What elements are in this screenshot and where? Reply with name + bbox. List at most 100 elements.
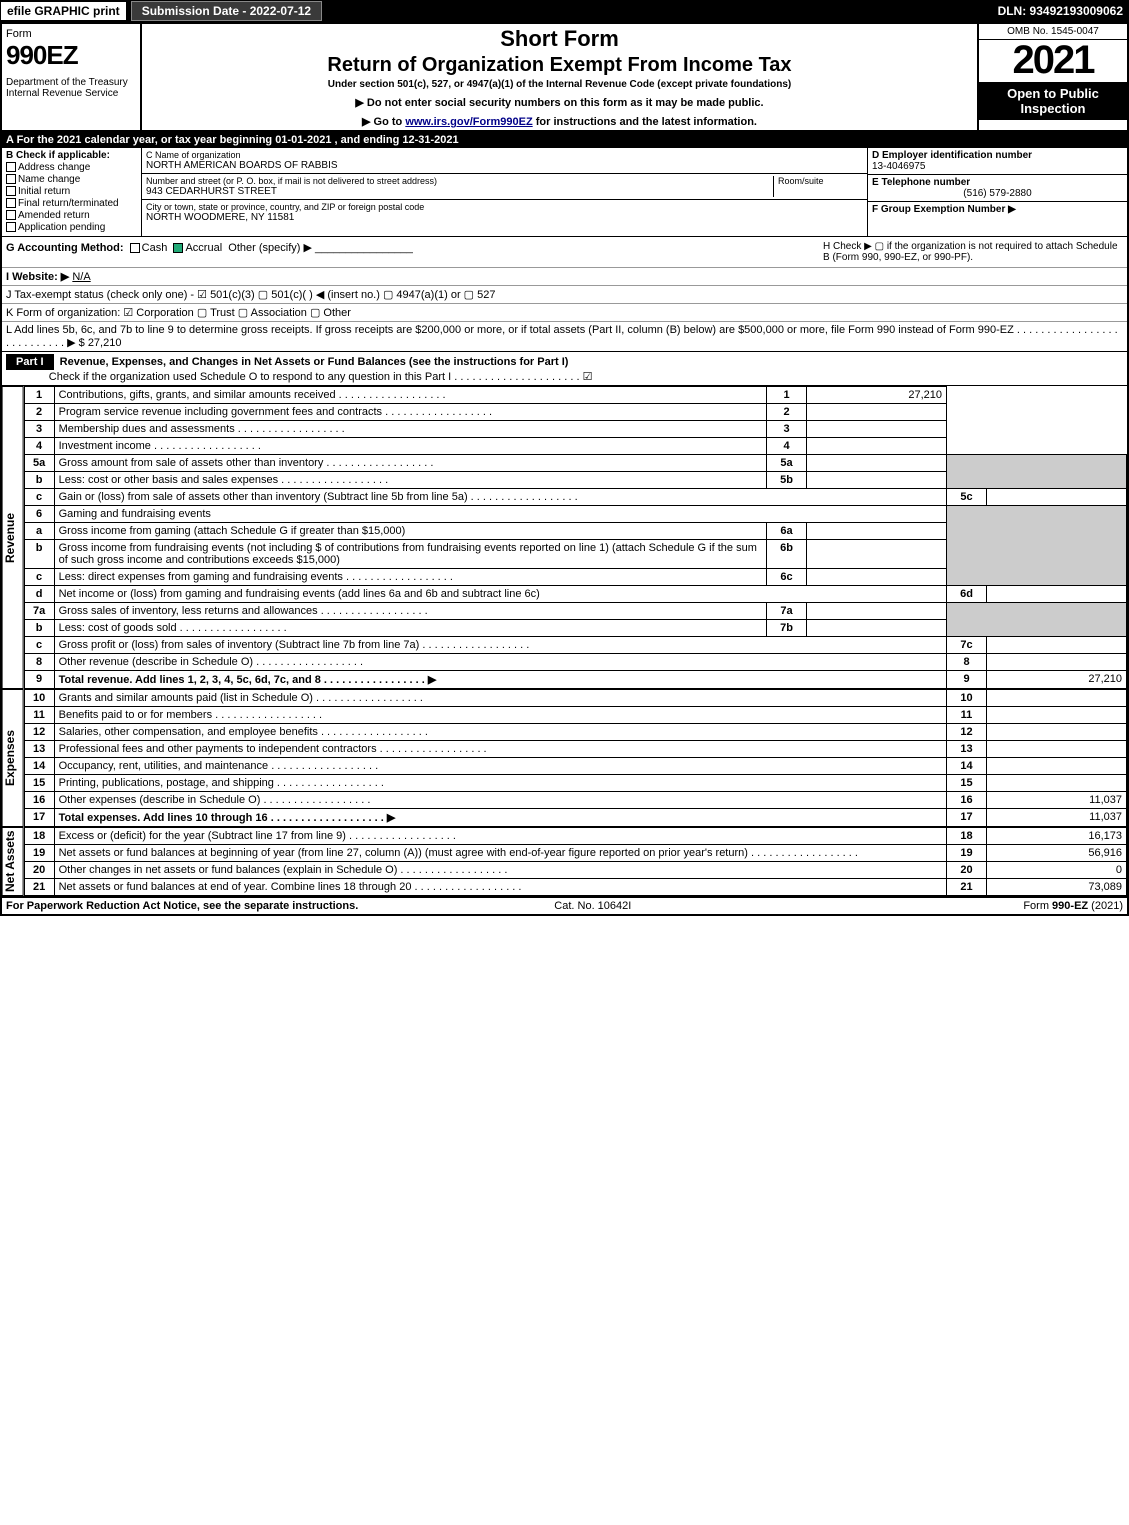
row-a: A For the 2021 calendar year, or tax yea… [2, 132, 1127, 148]
side-netassets: Net Assets [2, 827, 24, 896]
check-address-change[interactable]: Address change [6, 162, 137, 173]
return-title: Return of Organization Exempt From Incom… [146, 54, 973, 77]
line-7a: 7aGross sales of inventory, less returns… [24, 603, 1126, 620]
g-cash[interactable]: Cash [142, 242, 168, 254]
org-address: 943 CEDARHURST STREET [146, 186, 773, 197]
line-19: 19Net assets or fund balances at beginni… [24, 845, 1126, 862]
goto-note: ▶ Go to www.irs.gov/Form990EZ for instru… [146, 115, 973, 128]
row-l: L Add lines 5b, 6c, and 7b to line 9 to … [2, 321, 1127, 351]
org-name-box: C Name of organization NORTH AMERICAN BO… [142, 148, 867, 174]
footer: For Paperwork Reduction Act Notice, see … [2, 896, 1127, 914]
row-j: J Tax-exempt status (check only one) - ☑… [2, 285, 1127, 303]
group-exempt-box: F Group Exemption Number ▶ [868, 202, 1127, 217]
line-16: 16Other expenses (describe in Schedule O… [24, 792, 1126, 809]
col-b: B Check if applicable: Address change Na… [2, 148, 142, 236]
org-city: NORTH WOODMERE, NY 11581 [146, 212, 863, 223]
addr-label: Number and street (or P. O. box, if mail… [146, 176, 773, 186]
d-label: D Employer identification number [872, 150, 1123, 161]
check-application-pending[interactable]: Application pending [6, 222, 137, 233]
line-5c: cGain or (loss) from sale of assets othe… [24, 489, 1126, 506]
netassets-block: Net Assets 18Excess or (deficit) for the… [2, 827, 1127, 896]
expenses-table: 10Grants and similar amounts paid (list … [24, 689, 1127, 827]
ein-box: D Employer identification number 13-4046… [868, 148, 1127, 175]
header-left: Form 990EZ Department of the Treasury In… [2, 24, 142, 130]
footer-left: For Paperwork Reduction Act Notice, see … [6, 900, 358, 912]
b-label: B Check if applicable: [6, 150, 137, 161]
col-def: D Employer identification number 13-4046… [867, 148, 1127, 236]
phone: (516) 579-2880 [872, 188, 1123, 199]
goto-post: for instructions and the latest informat… [533, 116, 757, 128]
section-b-to-f: B Check if applicable: Address change Na… [2, 148, 1127, 237]
header-right: OMB No. 1545-0047 2021 Open to Public In… [977, 24, 1127, 130]
c-label: C Name of organization [146, 150, 863, 160]
top-bar: efile GRAPHIC print Submission Date - 20… [0, 0, 1129, 22]
f-label: F Group Exemption Number ▶ [872, 204, 1016, 215]
line-14: 14Occupancy, rent, utilities, and mainte… [24, 758, 1126, 775]
revenue-block: Revenue 1Contributions, gifts, grants, a… [2, 386, 1127, 689]
efile-print-button[interactable]: efile GRAPHIC print [0, 1, 127, 21]
footer-right: Form 990-EZ (2021) [1023, 900, 1123, 912]
part-i-header: Part I Revenue, Expenses, and Changes in… [2, 351, 1127, 386]
department: Department of the Treasury Internal Reve… [6, 77, 136, 99]
line-4: 4Investment income4 [24, 438, 1126, 455]
check-final-return[interactable]: Final return/terminated [6, 198, 137, 209]
form-header: Form 990EZ Department of the Treasury In… [2, 24, 1127, 132]
h-check: H Check ▶ ▢ if the organization is not r… [823, 241, 1123, 263]
col-c: C Name of organization NORTH AMERICAN BO… [142, 148, 867, 236]
addr-box: Number and street (or P. O. box, if mail… [142, 174, 867, 200]
line-1: 1Contributions, gifts, grants, and simil… [24, 387, 1126, 404]
part-i-title: Revenue, Expenses, and Changes in Net As… [60, 356, 569, 368]
revenue-table: 1Contributions, gifts, grants, and simil… [24, 386, 1127, 689]
netassets-table: 18Excess or (deficit) for the year (Subt… [24, 827, 1127, 896]
line-18: 18Excess or (deficit) for the year (Subt… [24, 828, 1126, 845]
row-i: I Website: ▶ N/A [2, 267, 1127, 285]
line-10: 10Grants and similar amounts paid (list … [24, 690, 1126, 707]
row-k: K Form of organization: ☑ Corporation ▢ … [2, 303, 1127, 321]
ein: 13-4046975 [872, 161, 1123, 172]
header-mid: Short Form Return of Organization Exempt… [142, 24, 977, 130]
short-form-title: Short Form [146, 26, 973, 52]
part-i-tab: Part I [6, 354, 54, 370]
form-number: 990EZ [6, 40, 136, 71]
footer-mid: Cat. No. 10642I [554, 900, 631, 912]
line-21: 21Net assets or fund balances at end of … [24, 879, 1126, 896]
g-other[interactable]: Other (specify) ▶ [228, 242, 312, 254]
ssn-note: ▶ Do not enter social security numbers o… [146, 96, 973, 109]
check-name-change[interactable]: Name change [6, 174, 137, 185]
line-5a: 5aGross amount from sale of assets other… [24, 455, 1126, 472]
line-3: 3Membership dues and assessments3 [24, 421, 1126, 438]
line-20: 20Other changes in net assets or fund ba… [24, 862, 1126, 879]
org-name: NORTH AMERICAN BOARDS OF RABBIS [146, 160, 863, 171]
line-15: 15Printing, publications, postage, and s… [24, 775, 1126, 792]
line-12: 12Salaries, other compensation, and empl… [24, 724, 1126, 741]
city-label: City or town, state or province, country… [146, 202, 863, 212]
city-box: City or town, state or province, country… [142, 200, 867, 225]
open-to-public: Open to Public Inspection [979, 82, 1127, 120]
irs-link[interactable]: www.irs.gov/Form990EZ [405, 116, 532, 128]
submission-date: Submission Date - 2022-07-12 [131, 1, 322, 21]
part-i-sub: Check if the organization used Schedule … [49, 371, 593, 383]
e-label: E Telephone number [872, 177, 1123, 188]
line-8: 8Other revenue (describe in Schedule O)8 [24, 654, 1126, 671]
room-label: Room/suite [778, 176, 863, 186]
form-990ez: Form 990EZ Department of the Treasury In… [0, 22, 1129, 916]
line-6: 6Gaming and fundraising events [24, 506, 1126, 523]
g-accounting: G Accounting Method: Cash Accrual Other … [6, 241, 413, 263]
check-amended-return[interactable]: Amended return [6, 210, 137, 221]
phone-box: E Telephone number (516) 579-2880 [868, 175, 1127, 202]
line-6d: dNet income or (loss) from gaming and fu… [24, 586, 1126, 603]
g-accrual[interactable]: Accrual [185, 242, 222, 254]
website: N/A [72, 271, 90, 283]
goto-pre: ▶ Go to [362, 116, 405, 128]
tax-year: 2021 [979, 40, 1127, 80]
line-17: 17Total expenses. Add lines 10 through 1… [24, 809, 1126, 827]
side-expenses: Expenses [2, 689, 24, 827]
row-g-h: G Accounting Method: Cash Accrual Other … [2, 237, 1127, 267]
dln: DLN: 93492193009062 [998, 4, 1129, 18]
expenses-block: Expenses 10Grants and similar amounts pa… [2, 689, 1127, 827]
form-word: Form [6, 28, 136, 40]
line-9: 9Total revenue. Add lines 1, 2, 3, 4, 5c… [24, 671, 1126, 689]
check-initial-return[interactable]: Initial return [6, 186, 137, 197]
line-13: 13Professional fees and other payments t… [24, 741, 1126, 758]
line-11: 11Benefits paid to or for members11 [24, 707, 1126, 724]
